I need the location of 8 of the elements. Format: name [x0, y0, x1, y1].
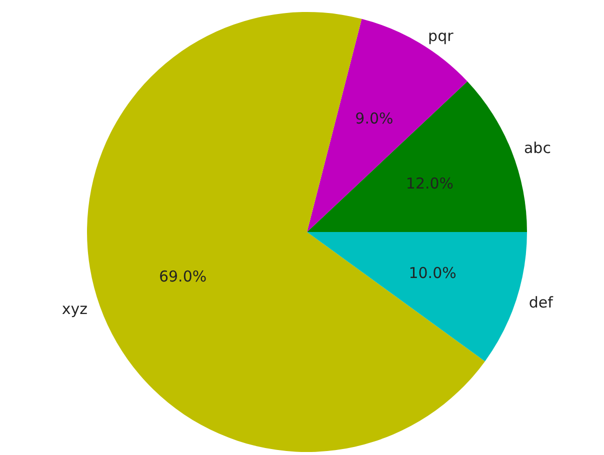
- slice-label: pqr: [428, 26, 454, 45]
- data-label: 12.0%: [406, 174, 454, 192]
- data-label: 10.0%: [408, 264, 456, 282]
- data-label: 69.0%: [158, 268, 207, 286]
- slice-label: abc: [524, 139, 551, 158]
- slice-label: def: [528, 293, 554, 312]
- slice-label: xyz: [62, 300, 88, 318]
- data-label: 9.0%: [355, 109, 394, 128]
